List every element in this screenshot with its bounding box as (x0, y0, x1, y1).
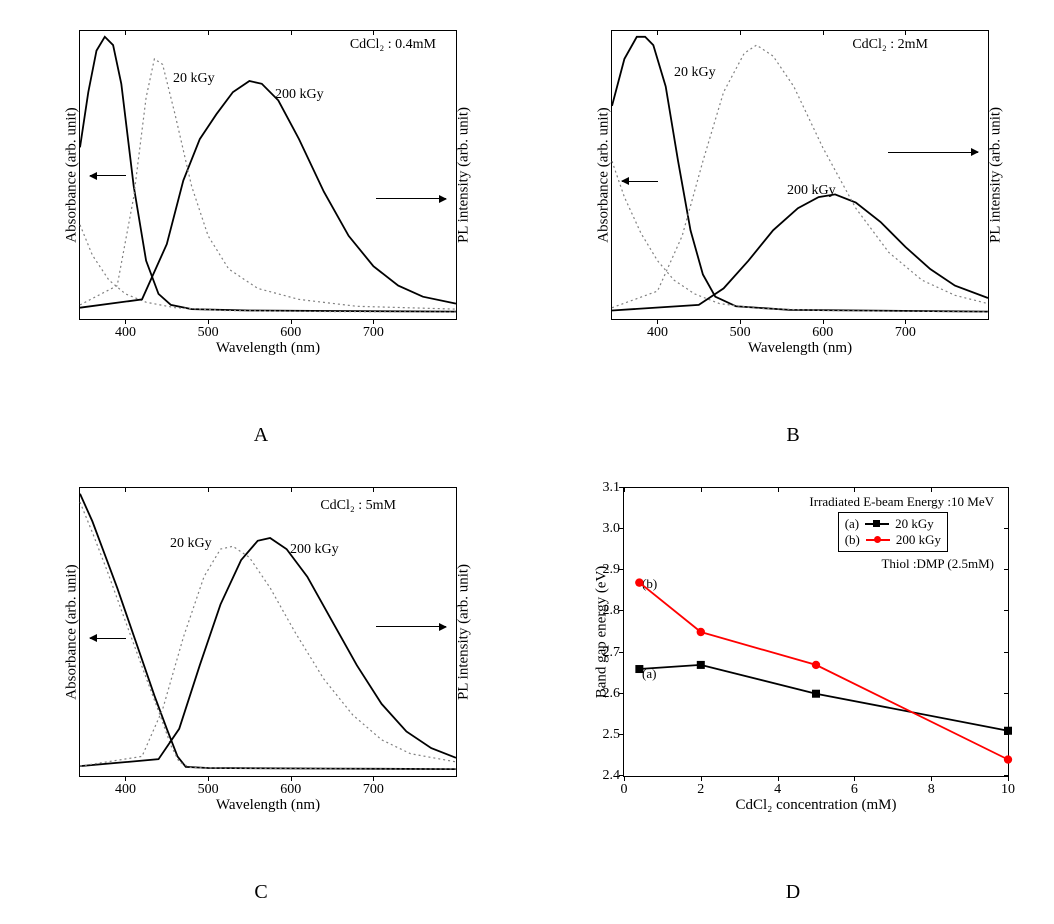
ytick-label: 2.6 (594, 686, 620, 702)
xtick-label: 500 (730, 325, 751, 341)
plot-area-a: Absorbance (arb. unit) PL intensity (arb… (79, 30, 457, 320)
xtick-label: 700 (363, 325, 384, 341)
xlabel-c: Wavelength (nm) (216, 797, 320, 814)
ytick-label: 2.5 (594, 727, 620, 743)
svg-d (624, 488, 1008, 776)
caption-b: B (786, 424, 799, 447)
xtick-label: 500 (198, 325, 219, 341)
ytick-label: 2.7 (594, 645, 620, 661)
xtick-label: 600 (280, 782, 301, 798)
caption-a: A (254, 424, 268, 447)
panel-b-wrap: Absorbance (arb. unit) PL intensity (arb… (552, 20, 1034, 447)
ylabel-left-b: Absorbance (arb. unit) (596, 107, 613, 242)
panel-d: Band gap energy (eV) CdCl₂ concentration… (563, 477, 1023, 827)
ylabel-right-b: PL intensity (arb. unit) (988, 107, 1005, 243)
xtick-label: 700 (363, 782, 384, 798)
xtick-label: 2 (697, 782, 704, 798)
xtick-label: 600 (280, 325, 301, 341)
caption-d: D (786, 881, 800, 904)
svg-a (80, 31, 456, 319)
ylabel-right-c: PL intensity (arb. unit) (456, 564, 473, 700)
xtick-label: 600 (812, 325, 833, 341)
panel-c-wrap: Absorbance (arb. unit) PL intensity (arb… (20, 477, 502, 904)
caption-c: C (254, 881, 267, 904)
xtick-label: 4 (774, 782, 781, 798)
xtick-label: 0 (621, 782, 628, 798)
xtick-label: 400 (115, 325, 136, 341)
ylabel-left-a: Absorbance (arb. unit) (64, 107, 81, 242)
ytick-label: 3.1 (594, 480, 620, 496)
ylabel-d: Band gap energy (eV) (594, 566, 611, 699)
ylabel-right-a: PL intensity (arb. unit) (456, 107, 473, 243)
xlabel-d: CdCl₂ concentration (mM) (735, 797, 896, 814)
svg-c (80, 488, 456, 776)
xtick-label: 700 (895, 325, 916, 341)
plot-area-b: Absorbance (arb. unit) PL intensity (arb… (611, 30, 989, 320)
panel-c: Absorbance (arb. unit) PL intensity (arb… (31, 477, 491, 827)
plot-area-d: Band gap energy (eV) CdCl₂ concentration… (623, 487, 1009, 777)
ytick-label: 3.0 (594, 521, 620, 537)
panel-b: Absorbance (arb. unit) PL intensity (arb… (563, 20, 1023, 370)
panel-a-wrap: Absorbance (arb. unit) PL intensity (arb… (20, 20, 502, 447)
panel-d-wrap: Band gap energy (eV) CdCl₂ concentration… (552, 477, 1034, 904)
figure-grid: Absorbance (arb. unit) PL intensity (arb… (20, 20, 1034, 904)
ytick-label: 2.4 (594, 768, 620, 784)
xtick-label: 8 (928, 782, 935, 798)
ytick-label: 2.9 (594, 562, 620, 578)
xtick-label: 500 (198, 782, 219, 798)
xtick-label: 10 (1001, 782, 1015, 798)
xtick-label: 400 (647, 325, 668, 341)
ylabel-left-c: Absorbance (arb. unit) (64, 564, 81, 699)
xtick-label: 400 (115, 782, 136, 798)
panel-a: Absorbance (arb. unit) PL intensity (arb… (31, 20, 491, 370)
svg-b (612, 31, 988, 319)
ytick-label: 2.8 (594, 603, 620, 619)
xlabel-b: Wavelength (nm) (748, 340, 852, 357)
plot-area-c: Absorbance (arb. unit) PL intensity (arb… (79, 487, 457, 777)
xtick-label: 6 (851, 782, 858, 798)
xlabel-a: Wavelength (nm) (216, 340, 320, 357)
